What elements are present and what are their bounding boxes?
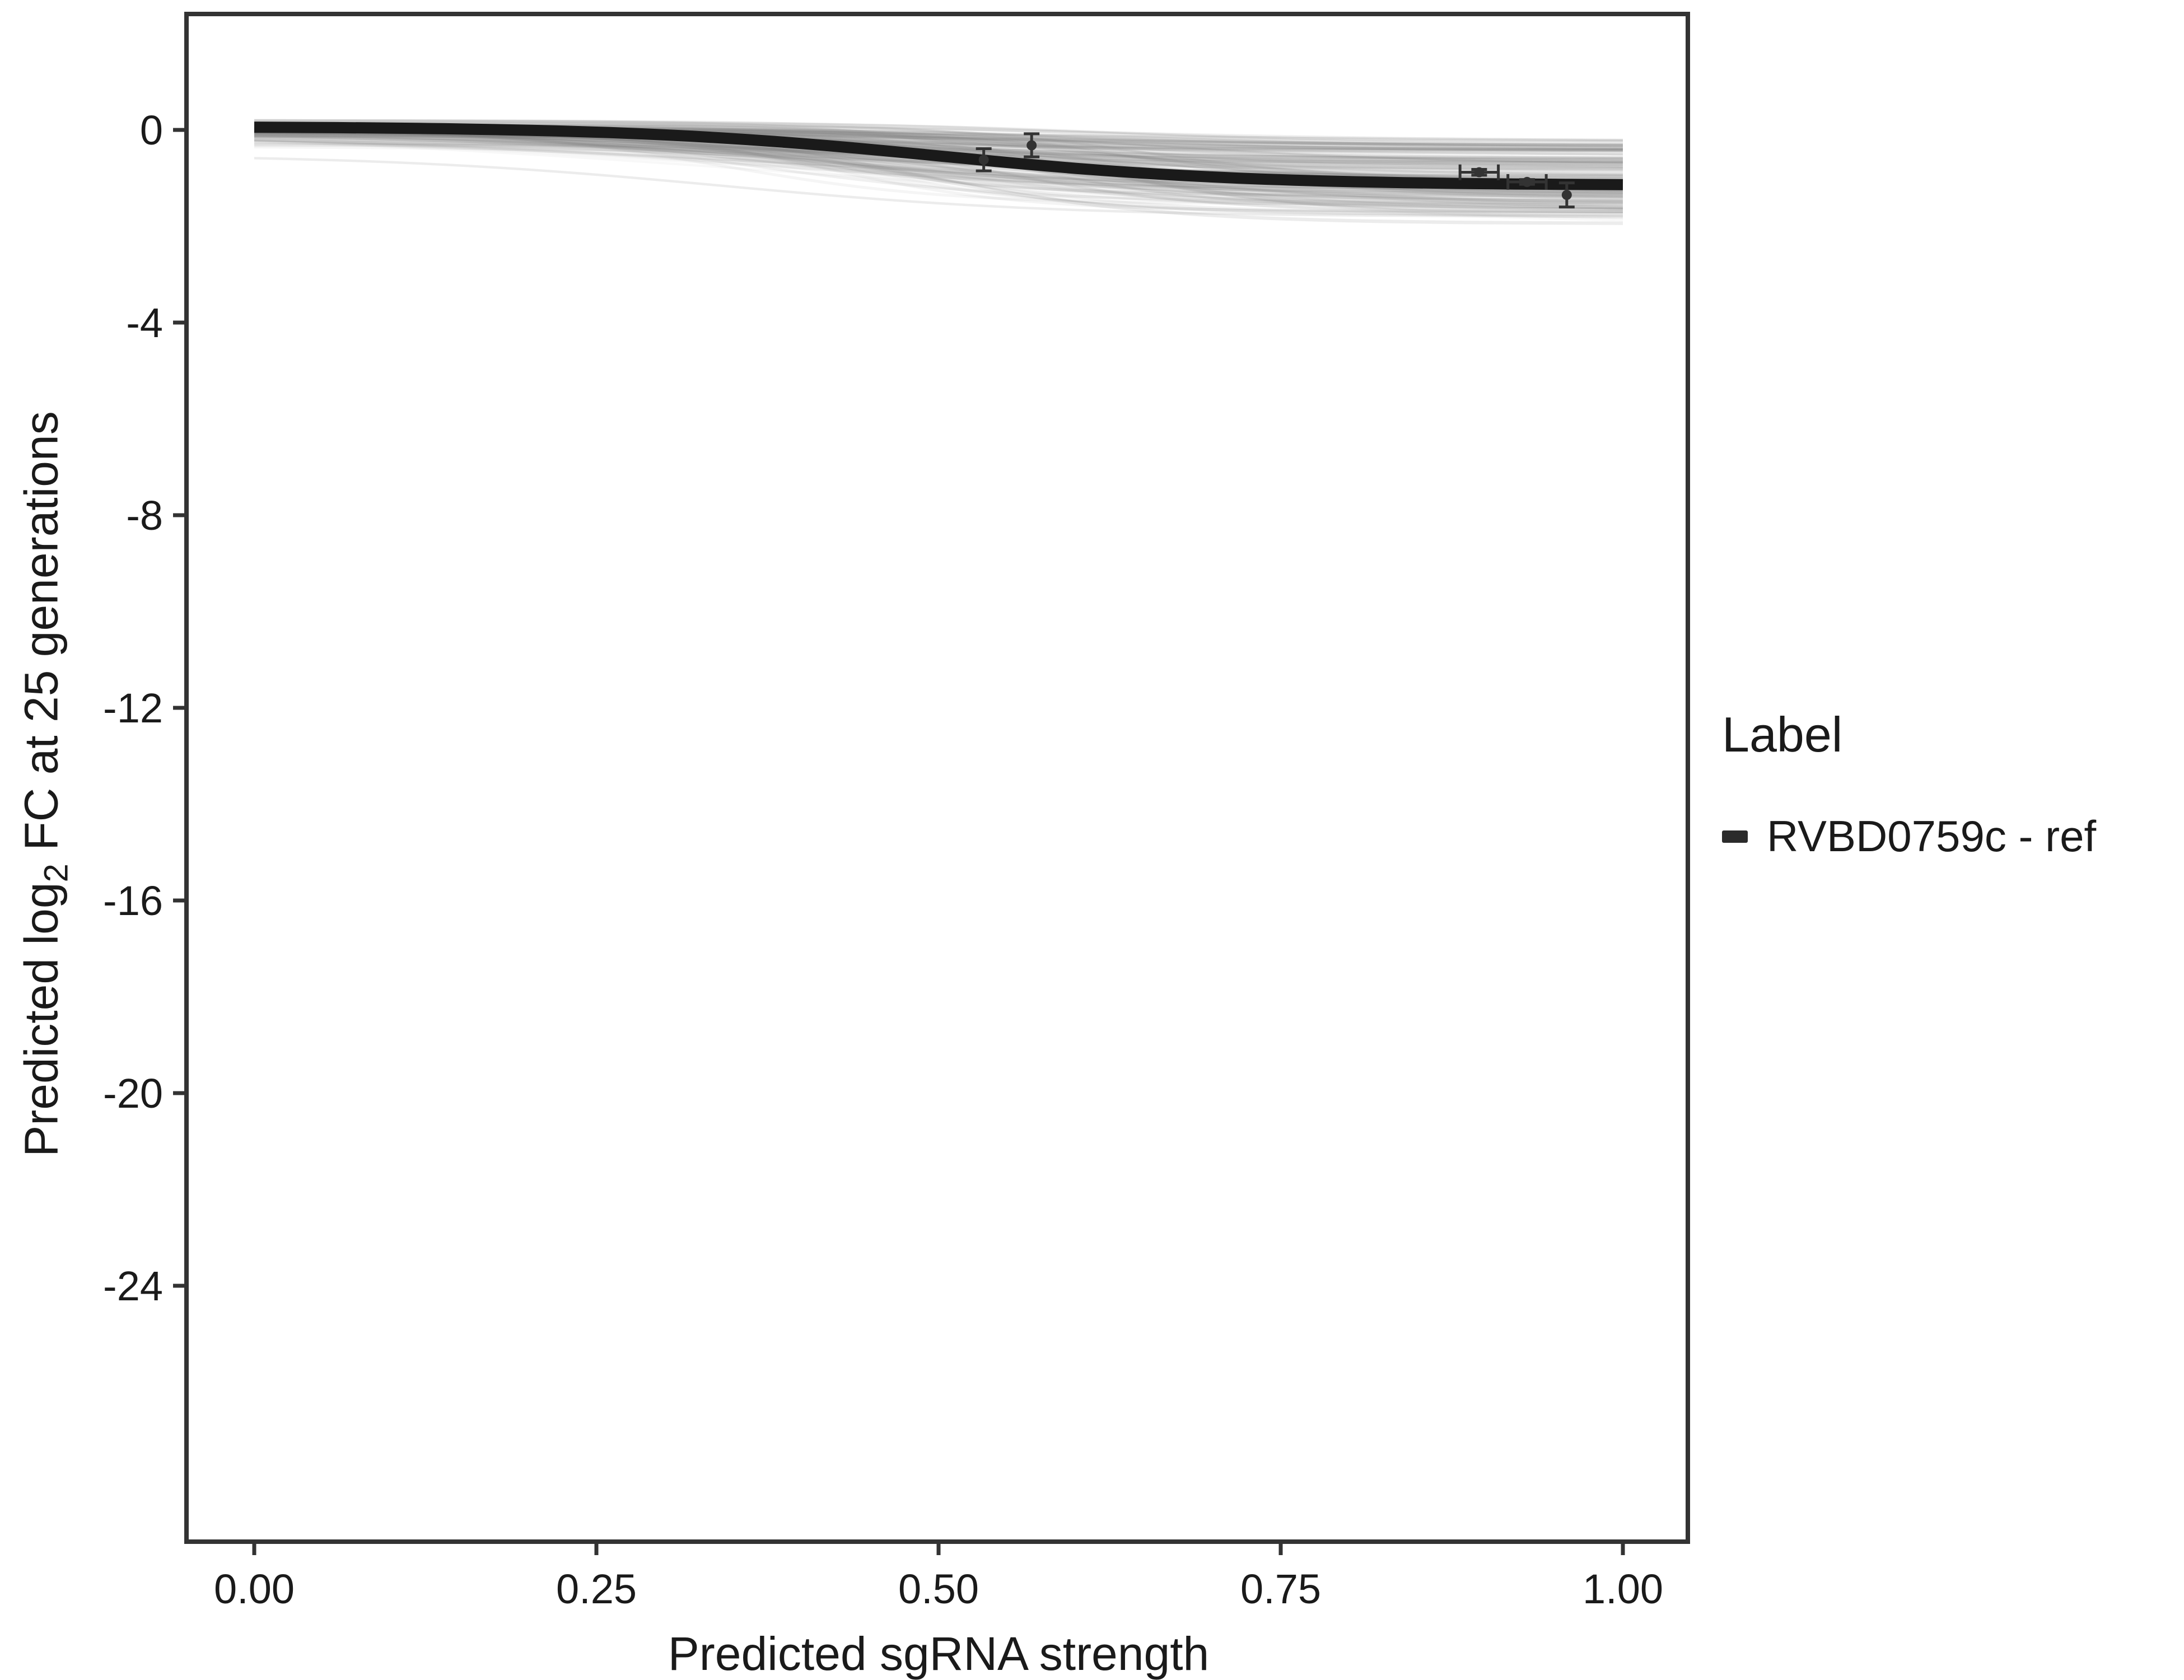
y-axis-title-sub: 2 <box>37 864 75 883</box>
ensemble-line <box>254 119 1623 147</box>
ensemble-line <box>254 128 1623 218</box>
x-tick-label: 1.00 <box>1583 1566 1663 1612</box>
ensemble-line <box>254 132 1623 194</box>
ensemble-line <box>254 121 1623 142</box>
ensemble-line <box>254 127 1623 192</box>
legend-key-swatch <box>1722 830 1748 843</box>
data-point <box>1522 176 1532 187</box>
y-tick-label: -4 <box>126 300 163 346</box>
legend-item-label: RVBD0759c - ref <box>1767 811 2097 861</box>
ensemble-line <box>254 138 1623 178</box>
ensemble-line <box>254 119 1623 213</box>
ensemble-line <box>254 128 1623 205</box>
legend-item: RVBD0759c - ref <box>1722 811 2096 862</box>
ensemble-line <box>254 135 1623 169</box>
ensemble-line <box>254 130 1623 198</box>
ensemble-line <box>254 143 1623 200</box>
data-point <box>1561 190 1572 200</box>
ensemble-line <box>254 132 1623 210</box>
y-axis-title-post: FC at 25 generations <box>15 411 68 864</box>
ensemble-line <box>254 133 1623 179</box>
ensemble-line <box>254 139 1623 210</box>
x-tick-label: 0.50 <box>898 1566 979 1612</box>
ensemble-line <box>254 127 1623 204</box>
legend: Label RVBD0759c - ref <box>1722 710 2096 862</box>
y-axis-title-pre: Predicted log <box>15 882 68 1157</box>
panel-border <box>184 12 1690 1544</box>
ensemble-line <box>254 132 1623 164</box>
ensemble-line <box>254 130 1623 151</box>
ensemble-line <box>254 138 1623 204</box>
legend-title: Label <box>1722 707 1843 762</box>
ensemble-line <box>254 138 1623 205</box>
x-tick-label: 0.00 <box>214 1566 295 1612</box>
ensemble-line <box>254 123 1623 196</box>
y-tick-label: -8 <box>126 492 163 539</box>
data-point <box>1474 167 1485 178</box>
ensemble-line <box>254 130 1623 209</box>
ensemble-line <box>254 157 1623 218</box>
ensemble-line <box>254 135 1623 209</box>
ensemble-line <box>254 137 1623 198</box>
y-tick-label: -16 <box>103 878 163 924</box>
ensemble-line <box>254 136 1623 202</box>
ensemble-line <box>254 136 1623 179</box>
ensemble-line <box>254 134 1623 213</box>
ensemble-line <box>254 133 1623 170</box>
ensemble-line <box>254 134 1623 180</box>
ensemble-line <box>254 128 1623 206</box>
ensemble-line <box>254 133 1623 225</box>
y-tick-label: -20 <box>103 1070 163 1117</box>
y-axis-title: Predicted log2 FC at 25 generations <box>15 411 76 1157</box>
x-axis-title: Predicted sgRNA strength <box>668 1627 1210 1680</box>
ensemble-line <box>254 132 1623 193</box>
ensemble-line <box>254 136 1623 222</box>
ensemble-line <box>254 119 1623 152</box>
ensemble-line <box>254 119 1623 197</box>
ensemble-line <box>254 132 1623 195</box>
data-point <box>1026 140 1037 151</box>
x-tick-label: 0.75 <box>1240 1566 1321 1612</box>
y-tick-label: -12 <box>103 685 163 731</box>
x-tick-label: 0.25 <box>556 1566 637 1612</box>
fit-line <box>254 122 1623 190</box>
y-tick-label: -24 <box>103 1263 163 1309</box>
ensemble-line <box>254 134 1623 210</box>
ensemble-line <box>254 133 1623 183</box>
y-tick-label: 0 <box>140 107 163 153</box>
ensemble-line <box>254 139 1623 198</box>
data-point <box>978 155 989 165</box>
